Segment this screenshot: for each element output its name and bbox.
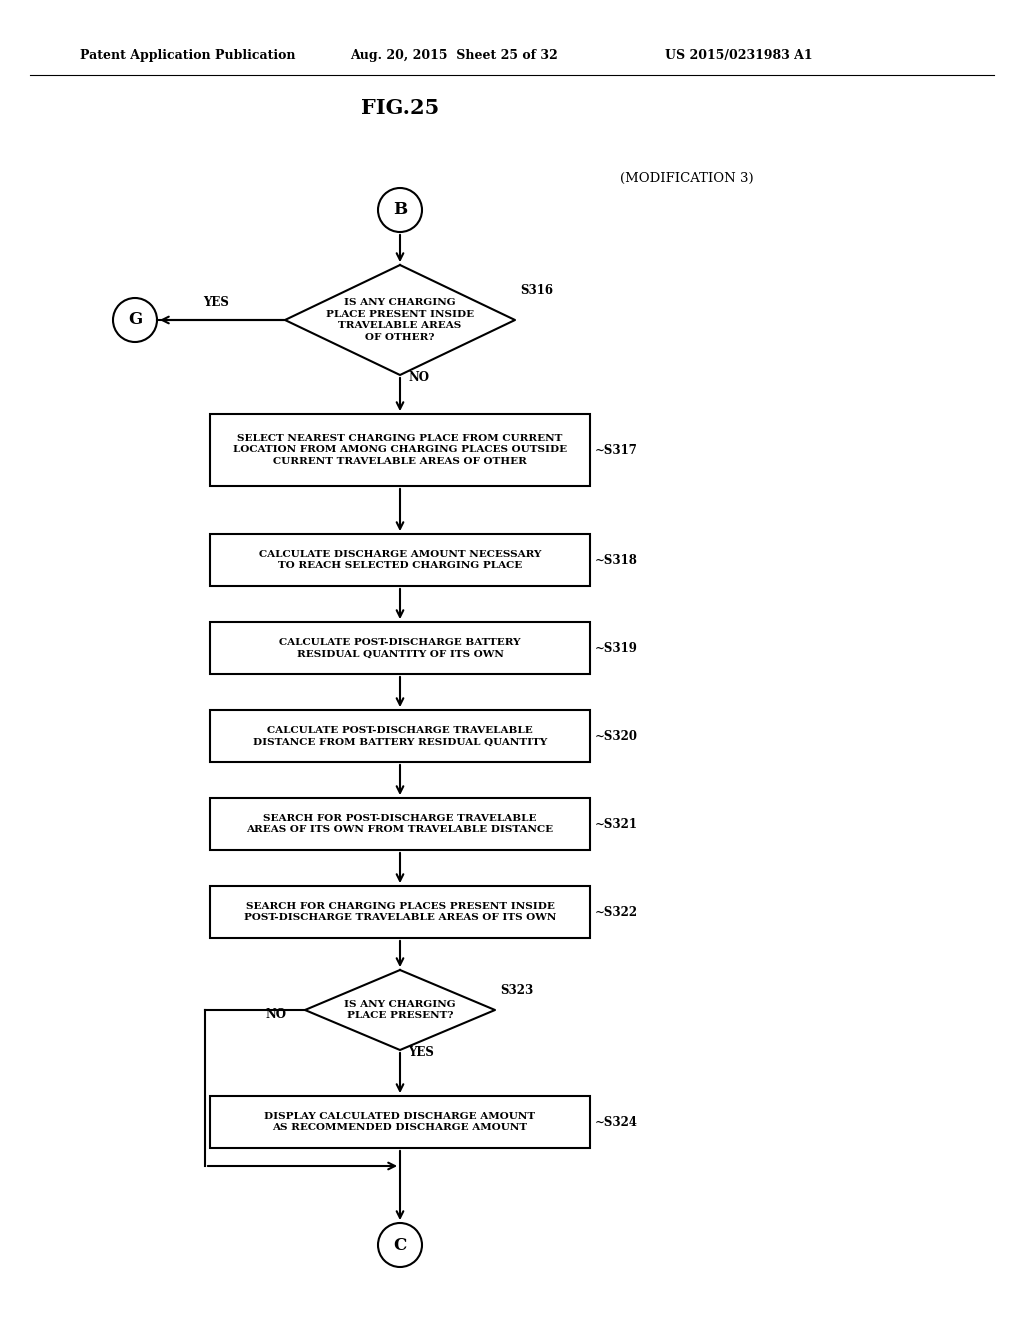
Text: ~S318: ~S318 (595, 553, 638, 566)
FancyBboxPatch shape (210, 414, 590, 486)
FancyBboxPatch shape (210, 622, 590, 675)
Text: NO: NO (408, 371, 429, 384)
Text: B: B (393, 202, 408, 219)
Text: S323: S323 (500, 983, 534, 997)
Text: SEARCH FOR CHARGING PLACES PRESENT INSIDE
POST-DISCHARGE TRAVELABLE AREAS OF ITS: SEARCH FOR CHARGING PLACES PRESENT INSID… (244, 902, 556, 923)
Text: CALCULATE POST-DISCHARGE TRAVELABLE
DISTANCE FROM BATTERY RESIDUAL QUANTITY: CALCULATE POST-DISCHARGE TRAVELABLE DIST… (253, 726, 547, 746)
Text: YES: YES (408, 1045, 434, 1059)
Text: NO: NO (265, 1008, 286, 1020)
Text: CALCULATE DISCHARGE AMOUNT NECESSARY
TO REACH SELECTED CHARGING PLACE: CALCULATE DISCHARGE AMOUNT NECESSARY TO … (259, 549, 542, 570)
Text: SEARCH FOR POST-DISCHARGE TRAVELABLE
AREAS OF ITS OWN FROM TRAVELABLE DISTANCE: SEARCH FOR POST-DISCHARGE TRAVELABLE ARE… (247, 813, 554, 834)
Text: S316: S316 (520, 284, 553, 297)
Text: IS ANY CHARGING
PLACE PRESENT INSIDE
TRAVELABLE AREAS
OF OTHER?: IS ANY CHARGING PLACE PRESENT INSIDE TRA… (326, 298, 474, 342)
FancyBboxPatch shape (210, 1096, 590, 1148)
Text: ~S320: ~S320 (595, 730, 638, 742)
Text: US 2015/0231983 A1: US 2015/0231983 A1 (665, 49, 813, 62)
Text: ~S319: ~S319 (595, 642, 638, 655)
Text: IS ANY CHARGING
PLACE PRESENT?: IS ANY CHARGING PLACE PRESENT? (344, 999, 456, 1020)
Text: ~S317: ~S317 (595, 444, 638, 457)
Text: ~S321: ~S321 (595, 817, 638, 830)
Text: FIG.25: FIG.25 (360, 98, 439, 117)
Text: DISPLAY CALCULATED DISCHARGE AMOUNT
AS RECOMMENDED DISCHARGE AMOUNT: DISPLAY CALCULATED DISCHARGE AMOUNT AS R… (264, 1111, 536, 1133)
Text: YES: YES (203, 296, 229, 309)
Text: CALCULATE POST-DISCHARGE BATTERY
RESIDUAL QUANTITY OF ITS OWN: CALCULATE POST-DISCHARGE BATTERY RESIDUA… (280, 638, 521, 659)
Text: C: C (393, 1237, 407, 1254)
Text: ~S324: ~S324 (595, 1115, 638, 1129)
Text: Patent Application Publication: Patent Application Publication (80, 49, 296, 62)
FancyBboxPatch shape (210, 710, 590, 762)
Text: (MODIFICATION 3): (MODIFICATION 3) (620, 172, 754, 185)
Text: ~S322: ~S322 (595, 906, 638, 919)
FancyBboxPatch shape (210, 535, 590, 586)
Text: SELECT NEAREST CHARGING PLACE FROM CURRENT
LOCATION FROM AMONG CHARGING PLACES O: SELECT NEAREST CHARGING PLACE FROM CURRE… (232, 434, 567, 466)
FancyBboxPatch shape (210, 799, 590, 850)
Text: Aug. 20, 2015  Sheet 25 of 32: Aug. 20, 2015 Sheet 25 of 32 (350, 49, 558, 62)
Text: G: G (128, 312, 142, 329)
FancyBboxPatch shape (210, 886, 590, 939)
